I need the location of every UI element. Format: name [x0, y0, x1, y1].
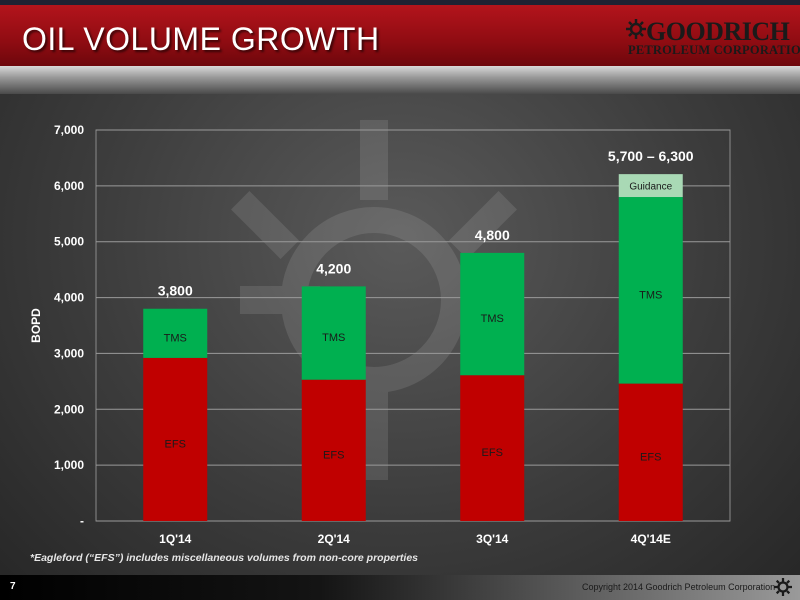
- logo-subtitle: PETROLEUM CORPORATION: [628, 43, 800, 57]
- y-axis-label: BOPD: [29, 308, 43, 343]
- footer-gear-icon: [774, 578, 792, 596]
- segment-label: TMS: [164, 332, 187, 344]
- bar-guidance: [618, 174, 683, 198]
- segment-label: TMS: [639, 289, 662, 301]
- x-tick-label: 1Q'14: [159, 532, 192, 546]
- bar-tms: [301, 286, 366, 380]
- footer-bar: 7 Copyright 2014 Goodrich Petroleum Corp…: [0, 575, 800, 600]
- gear-logo-icon: [626, 19, 646, 39]
- y-tick-label: 3,000: [54, 346, 84, 360]
- footnote: *Eagleford (“EFS”) includes miscellaneou…: [30, 552, 419, 564]
- y-tick-label: 2,000: [54, 402, 84, 416]
- segment-label: EFS: [482, 447, 503, 459]
- total-label: 4,200: [316, 260, 351, 276]
- copyright-text: Copyright 2014 Goodrich Petroleum Corpor…: [582, 582, 776, 592]
- segment-label: EFS: [323, 449, 344, 461]
- bar-tms: [618, 197, 683, 384]
- bar-efs: [143, 357, 208, 521]
- x-tick-label: 4Q'14E: [631, 532, 671, 546]
- y-tick-label: 1,000: [54, 458, 84, 472]
- x-tick-label: 2Q'14: [318, 532, 351, 546]
- company-logo: GOODRICH PETROLEUM CORPORATION: [626, 17, 800, 65]
- y-tick-label: 6,000: [54, 179, 84, 193]
- segment-label: TMS: [322, 332, 345, 344]
- bar-tms: [460, 252, 525, 376]
- y-tick-label: 5,000: [54, 235, 84, 249]
- plot-area: - 1,000 2,000 3,000 4,000 5,000 6,000 7,000 BOPD…: [29, 123, 731, 546]
- segment-label: EFS: [640, 451, 661, 463]
- segment-label: Guidance: [629, 182, 672, 193]
- page-number: 7: [10, 581, 16, 592]
- x-tick-label: 3Q'14: [476, 532, 509, 546]
- y-tick-label: -: [80, 514, 84, 528]
- y-tick-label: 7,000: [54, 123, 84, 137]
- watermark-gear-icon: [231, 120, 520, 480]
- segment-label: TMS: [481, 313, 504, 325]
- title-bar: OIL VOLUME GROWTH GOODRICH PETROLEUM COR…: [0, 0, 800, 66]
- oil-volume-chart: - 1,000 2,000 3,000 4,000 5,000 6,000 7,000 BOPD…: [29, 120, 731, 546]
- page-title: OIL VOLUME GROWTH: [22, 21, 380, 57]
- total-label: 3,800: [158, 283, 193, 299]
- header-shadow-band: [0, 66, 800, 94]
- bar-efs: [618, 383, 683, 521]
- total-label: 5,700 – 6,300: [608, 148, 694, 164]
- bar-efs: [460, 375, 525, 521]
- logo-name: GOODRICH: [646, 17, 790, 46]
- bar-tms: [143, 308, 208, 358]
- total-label: 4,800: [475, 227, 510, 243]
- y-tick-label: 4,000: [54, 291, 84, 305]
- segment-label: EFS: [165, 438, 186, 450]
- bar-efs: [301, 379, 366, 521]
